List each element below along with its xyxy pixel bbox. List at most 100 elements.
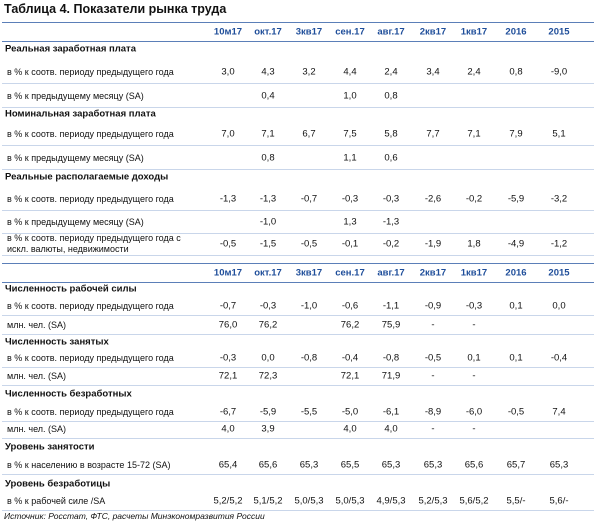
cell-value: 76,0 bbox=[218, 319, 238, 331]
row-rule bbox=[2, 83, 594, 84]
row-rule bbox=[2, 421, 594, 422]
cell-value: -6,1 bbox=[382, 406, 400, 418]
cell-value: 4,3 bbox=[261, 66, 275, 78]
column-header: 2кв17 bbox=[419, 267, 447, 279]
cell-value: 1,0 bbox=[343, 90, 357, 102]
cell-value: 76,2 bbox=[340, 319, 360, 331]
cell-value: 0,6 bbox=[384, 152, 398, 164]
column-header: 2016 bbox=[505, 267, 527, 279]
row-rule bbox=[2, 315, 594, 316]
cell-value: 7,0 bbox=[221, 128, 235, 140]
column-header: 10м17 bbox=[213, 26, 243, 38]
section-title: Уровень безработицы bbox=[5, 478, 111, 490]
cell-value: 72,3 bbox=[258, 370, 278, 382]
column-header: окт.17 bbox=[254, 267, 282, 279]
row-label: в % к предыдущему месяцу (SA) bbox=[7, 217, 144, 227]
section-title: Реальные располагаемые доходы bbox=[5, 171, 169, 183]
cell-value: 65,4 bbox=[218, 459, 238, 471]
cell-value: 6,7 bbox=[302, 128, 316, 140]
cell-value: - bbox=[472, 423, 476, 435]
section-title: Уровень занятости bbox=[5, 441, 95, 453]
cell-value: - bbox=[472, 319, 476, 331]
column-header: 3кв17 bbox=[295, 26, 323, 38]
section-title: Реальная заработная плата bbox=[5, 43, 136, 55]
row-rule bbox=[2, 510, 594, 511]
cell-value: -1,2 bbox=[550, 238, 568, 250]
cell-value: 65,3 bbox=[381, 459, 401, 471]
column-header: 3кв17 bbox=[295, 267, 323, 279]
cell-value: 7,7 bbox=[426, 128, 440, 140]
row-rule bbox=[2, 367, 594, 368]
cell-value: 5,8 bbox=[384, 128, 398, 140]
cell-value: -5,0 bbox=[341, 406, 359, 418]
cell-value: 65,5 bbox=[340, 459, 360, 471]
header-rule bbox=[2, 263, 594, 264]
row-rule bbox=[2, 474, 594, 475]
cell-value: 4,0 bbox=[384, 423, 398, 435]
column-header: сен.17 bbox=[335, 267, 365, 279]
row-label: в % к соотв. периоду предыдущего года bbox=[7, 301, 174, 311]
cell-value: -0,2 bbox=[382, 238, 400, 250]
cell-value: 3,4 bbox=[426, 66, 440, 78]
section-title: Численность рабочей силы bbox=[5, 283, 137, 295]
row-label: млн. чел. (SA) bbox=[7, 371, 67, 381]
cell-value: -0,5 bbox=[300, 238, 318, 250]
cell-value: -6,7 bbox=[219, 406, 237, 418]
cell-value: -2,6 bbox=[424, 193, 442, 205]
cell-value: 0,0 bbox=[261, 352, 275, 364]
cell-value: -8,9 bbox=[424, 406, 442, 418]
cell-value: -1,3 bbox=[219, 193, 237, 205]
row-label: в % к населению в возрасте 15-72 (SA) bbox=[7, 460, 171, 470]
cell-value: 2,4 bbox=[467, 66, 481, 78]
cell-value: 0,8 bbox=[384, 90, 398, 102]
cell-value: -0,1 bbox=[341, 238, 359, 250]
cell-value: -0,7 bbox=[300, 193, 318, 205]
row-label: млн. чел. (SA) bbox=[7, 320, 67, 330]
cell-value: -3,2 bbox=[550, 193, 568, 205]
column-header: авг.17 bbox=[377, 26, 405, 38]
section-title: Численность занятых bbox=[5, 336, 109, 348]
cell-value: - bbox=[431, 370, 435, 382]
cell-value: -1,0 bbox=[259, 216, 277, 228]
row-rule bbox=[2, 107, 594, 108]
cell-value: -0,4 bbox=[550, 352, 568, 364]
row-label: в % к соотв. периоду предыдущего года bbox=[7, 407, 174, 417]
row-rule bbox=[2, 233, 594, 234]
row-label: в % к соотв. периоду предыдущего года с … bbox=[7, 233, 181, 254]
cell-value: 76,2 bbox=[258, 319, 278, 331]
cell-value: -0,4 bbox=[341, 352, 359, 364]
cell-value: 3,2 bbox=[302, 66, 316, 78]
cell-value: -1,9 bbox=[424, 238, 442, 250]
cell-value: 5,1/5,2 bbox=[253, 495, 283, 507]
cell-value: 5,2/5,3 bbox=[418, 495, 448, 507]
cell-value: 7,1 bbox=[261, 128, 275, 140]
row-label: в % к соотв. периоду предыдущего года bbox=[7, 67, 174, 77]
row-rule bbox=[2, 145, 594, 146]
cell-value: 4,0 bbox=[343, 423, 357, 435]
cell-value: -9,0 bbox=[550, 66, 568, 78]
cell-value: -0,7 bbox=[219, 300, 237, 312]
column-header: 1кв17 bbox=[460, 267, 488, 279]
cell-value: -0,3 bbox=[259, 300, 277, 312]
cell-value: -0,8 bbox=[382, 352, 400, 364]
column-header: 2015 bbox=[548, 26, 570, 38]
cell-value: -6,0 bbox=[465, 406, 483, 418]
cell-value: 65,3 bbox=[549, 459, 569, 471]
cell-value: -0,6 bbox=[341, 300, 359, 312]
section-title: Номинальная заработная плата bbox=[5, 108, 156, 120]
cell-value: 1,3 bbox=[343, 216, 357, 228]
row-label: млн. чел. (SA) bbox=[7, 424, 67, 434]
row-rule bbox=[2, 210, 594, 211]
cell-value: 4,0 bbox=[221, 423, 235, 435]
row-label: в % к предыдущему месяцу (SA) bbox=[7, 91, 144, 101]
cell-value: 5,1 bbox=[552, 128, 566, 140]
cell-value: -0,5 bbox=[219, 238, 237, 250]
row-rule bbox=[2, 438, 594, 439]
cell-value: -0,5 bbox=[507, 406, 525, 418]
cell-value: 5,6/- bbox=[549, 495, 569, 507]
cell-value: - bbox=[431, 319, 435, 331]
source-note: Источник: Росстат, ФТС, расчеты Минэконо… bbox=[4, 511, 265, 521]
column-header: 1кв17 bbox=[460, 26, 488, 38]
column-header: окт.17 bbox=[254, 26, 282, 38]
